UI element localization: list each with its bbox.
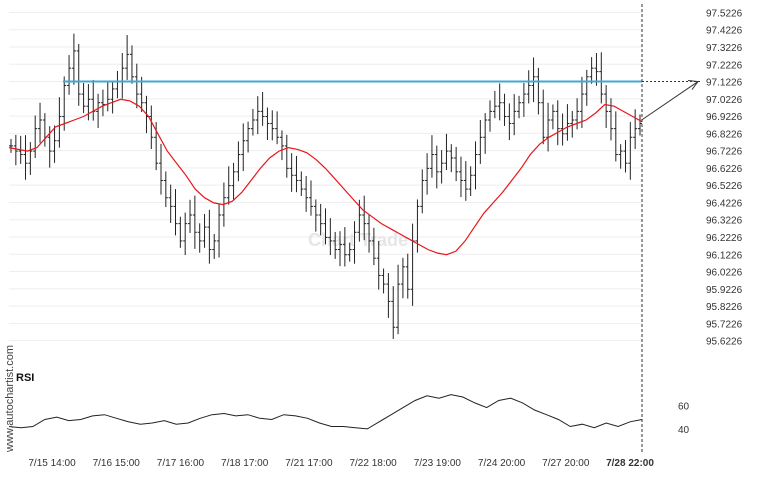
- rsi-panel: RSI: [8, 372, 643, 430]
- watermark-logo-text: Chart Trade: [308, 230, 408, 250]
- price-tick-label: 97.2226: [706, 60, 743, 71]
- price-tick-label: 96.2226: [706, 233, 743, 244]
- watermark-logo: Chart Trade: [308, 230, 408, 250]
- price-tick-label: 97.3226: [706, 43, 743, 54]
- price-tick-label: 96.7226: [706, 147, 743, 158]
- price-tick-label: 96.1226: [706, 250, 743, 261]
- time-tick-label: 7/27 20:00: [542, 458, 590, 469]
- time-tick-label: 7/21 17:00: [285, 458, 333, 469]
- watermark-side-text: www.autochartist.com: [4, 345, 16, 452]
- price-tick-label: 95.7226: [706, 319, 743, 330]
- time-tick-label: 7/16 15:00: [93, 458, 141, 469]
- forecast-arrow-shaft: [641, 81, 699, 121]
- time-tick-label: 7/28 22:00: [606, 458, 654, 469]
- time-tick-label: 7/22 18:00: [349, 458, 397, 469]
- price-tick-label: 97.1226: [706, 78, 743, 89]
- price-tick-label: 96.8226: [706, 129, 743, 140]
- price-tick-label: 95.9226: [706, 285, 743, 296]
- time-tick-label: 7/23 19:00: [414, 458, 462, 469]
- grid-layer: [9, 11, 642, 342]
- moving-average-line: [8, 98, 643, 256]
- price-tick-label: 96.6226: [706, 164, 743, 175]
- price-tick-label: 95.8226: [706, 302, 743, 313]
- price-tick-label: 96.5226: [706, 181, 743, 192]
- price-tick-label: 96.0226: [706, 268, 743, 279]
- price-tick-label: 96.3226: [706, 216, 743, 227]
- price-tick-label: 96.4226: [706, 198, 743, 209]
- forecast-arrow-head: [687, 80, 699, 90]
- rsi-line: [8, 394, 643, 430]
- price-tick-label: 97.4226: [706, 26, 743, 37]
- rsi-label: RSI: [16, 372, 34, 384]
- time-tick-label: 7/15 14:00: [28, 458, 76, 469]
- price-panel: [8, 33, 700, 340]
- price-tick-label: 97.5226: [706, 8, 743, 19]
- time-tick-label: 7/24 20:00: [478, 458, 526, 469]
- axis-layer: 97.5226 97.4226 97.3226 97.2226 97.1226 97.02…: [28, 4, 743, 469]
- price-tick-label: 97.0226: [706, 95, 743, 106]
- rsi-tick-label: 40: [678, 425, 690, 436]
- time-tick-label: 7/17 16:00: [157, 458, 205, 469]
- price-tick-label: 95.6226: [706, 337, 743, 348]
- rsi-tick-label: 60: [678, 401, 690, 412]
- time-tick-label: 7/18 17:00: [221, 458, 269, 469]
- price-tick-label: 96.9226: [706, 112, 743, 123]
